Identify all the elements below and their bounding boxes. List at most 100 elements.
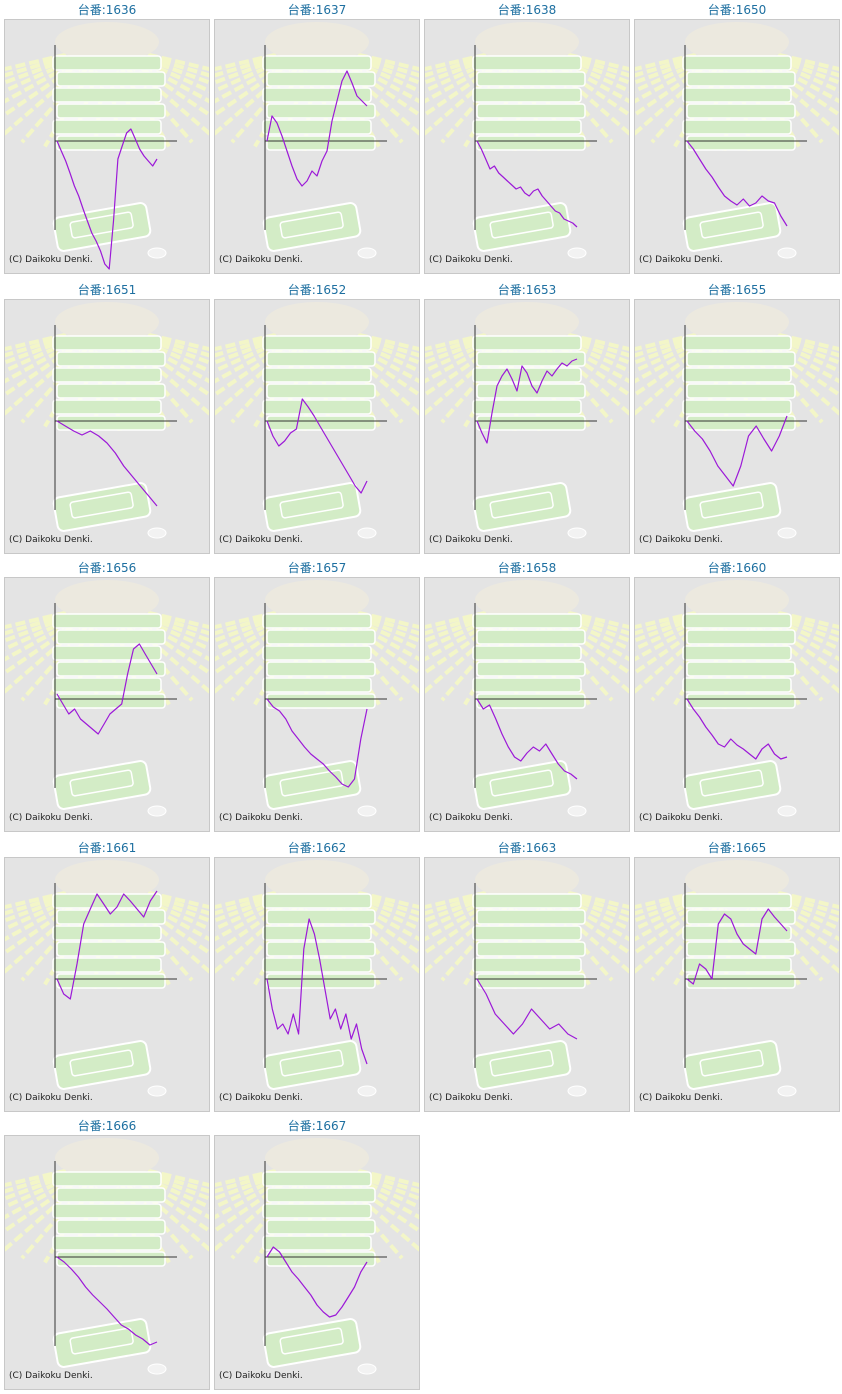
payout-series-line [476,698,578,780]
slot-machine-background-image [5,302,209,539]
payout-series-line [266,70,368,187]
copyright-label: (C) Daikoku Denki. [219,1093,303,1103]
payout-series-line [686,415,788,487]
payout-series-line [686,908,788,985]
payout-graph [215,860,419,1097]
payout-graph [215,302,419,539]
machine-chart-card: 台番:1661 (C) Daikoku Denki. [4,838,210,1112]
chart-panel: (C) Daikoku Denki. [4,19,210,274]
payout-series-line [266,698,368,788]
chart-panel: (C) Daikoku Denki. [214,1135,420,1390]
payout-series-line [56,643,158,735]
machine-chart-card: 台番:1636 (C) Daikoku Denki. [4,0,210,274]
payout-graph [635,580,839,817]
machine-chart-card: 台番:1667 (C) Daikoku Denki. [214,1116,420,1390]
payout-graph [425,22,629,259]
copyright-label: (C) Daikoku Denki. [429,1093,513,1103]
machine-chart-card: 台番:1638 (C) Daikoku Denki. [424,0,630,274]
slot-machine-background-image [215,580,419,817]
payout-series-line [476,358,578,444]
payout-graph [5,580,209,817]
machine-number-title: 台番:1661 [77,841,137,855]
machine-number-title: 台番:1651 [77,283,137,297]
machine-chart-card: 台番:1665 (C) Daikoku Denki. [634,838,840,1112]
machine-number-title: 台番:1662 [287,841,347,855]
copyright-label: (C) Daikoku Denki. [9,1093,93,1103]
payout-series-line [56,1256,158,1346]
payout-graph [5,860,209,1097]
copyright-label: (C) Daikoku Denki. [429,255,513,265]
payout-series-line [266,918,368,1065]
copyright-label: (C) Daikoku Denki. [9,255,93,265]
copyright-label: (C) Daikoku Denki. [9,1371,93,1381]
chart-panel: (C) Daikoku Denki. [424,299,630,554]
payout-series-line [56,128,158,270]
machine-chart-card: 台番:1650 (C) Daikoku Denki. [634,0,840,274]
copyright-label: (C) Daikoku Denki. [429,813,513,823]
chart-panel: (C) Daikoku Denki. [424,19,630,274]
chart-panel: (C) Daikoku Denki. [214,19,420,274]
copyright-label: (C) Daikoku Denki. [219,1371,303,1381]
slot-machine-background-image [425,860,629,1097]
machine-chart-card: 台番:1655 (C) Daikoku Denki. [634,280,840,554]
machine-number-title: 台番:1667 [287,1119,347,1133]
copyright-label: (C) Daikoku Denki. [9,813,93,823]
copyright-label: (C) Daikoku Denki. [639,255,723,265]
machine-number-title: 台番:1658 [497,561,557,575]
machine-chart-card: 台番:1653 (C) Daikoku Denki. [424,280,630,554]
slot-machine-background-image [215,860,419,1097]
slot-machine-background-image [635,302,839,539]
payout-graph [635,302,839,539]
payout-graph [5,22,209,270]
machine-number-title: 台番:1665 [707,841,767,855]
machine-chart-card: 台番:1656 (C) Daikoku Denki. [4,558,210,832]
machine-chart-card: 台番:1637 (C) Daikoku Denki. [214,0,420,274]
chart-panel: (C) Daikoku Denki. [214,299,420,554]
payout-series-line [686,140,788,227]
copyright-label: (C) Daikoku Denki. [9,535,93,545]
copyright-label: (C) Daikoku Denki. [219,813,303,823]
copyright-label: (C) Daikoku Denki. [639,1093,723,1103]
slot-machine-background-image [635,22,839,259]
slot-machine-background-image [425,302,629,539]
machine-chart-card: 台番:1651 (C) Daikoku Denki. [4,280,210,554]
chart-panel: (C) Daikoku Denki. [4,1135,210,1390]
machine-chart-card: 台番:1660 (C) Daikoku Denki. [634,558,840,832]
payout-graph [635,22,839,259]
machine-number-title: 台番:1655 [707,283,767,297]
machine-number-title: 台番:1636 [77,3,137,17]
machine-chart-card: 台番:1662 (C) Daikoku Denki. [214,838,420,1112]
chart-panel: (C) Daikoku Denki. [4,857,210,1112]
chart-panel: (C) Daikoku Denki. [214,577,420,832]
payout-graph [635,860,839,1097]
machine-number-title: 台番:1637 [287,3,347,17]
copyright-label: (C) Daikoku Denki. [219,535,303,545]
payout-graph [5,302,209,539]
payout-series-line [266,1246,368,1318]
slot-machine-background-image [215,22,419,259]
payout-series-line [476,140,578,228]
payout-graph [425,860,629,1097]
slot-machine-background-image [635,580,839,817]
slot-machine-background-image [5,22,209,259]
copyright-label: (C) Daikoku Denki. [639,535,723,545]
payout-graph [5,1138,209,1375]
slot-machine-background-image [5,1138,209,1375]
payout-graph [425,580,629,817]
slot-machine-background-image [215,302,419,539]
chart-panel: (C) Daikoku Denki. [634,577,840,832]
slot-machine-background-image [5,860,209,1097]
chart-panel: (C) Daikoku Denki. [4,577,210,832]
payout-graph [215,22,419,259]
chart-panel: (C) Daikoku Denki. [634,857,840,1112]
machine-number-title: 台番:1660 [707,561,767,575]
payout-graph [215,1138,419,1375]
machine-number-title: 台番:1666 [77,1119,137,1133]
slot-machine-background-image [425,580,629,817]
machine-number-title: 台番:1653 [497,283,557,297]
machine-number-title: 台番:1652 [287,283,347,297]
chart-panel: (C) Daikoku Denki. [424,857,630,1112]
payout-series-line [56,420,158,507]
machine-chart-card: 台番:1657 (C) Daikoku Denki. [214,558,420,832]
copyright-label: (C) Daikoku Denki. [639,813,723,823]
